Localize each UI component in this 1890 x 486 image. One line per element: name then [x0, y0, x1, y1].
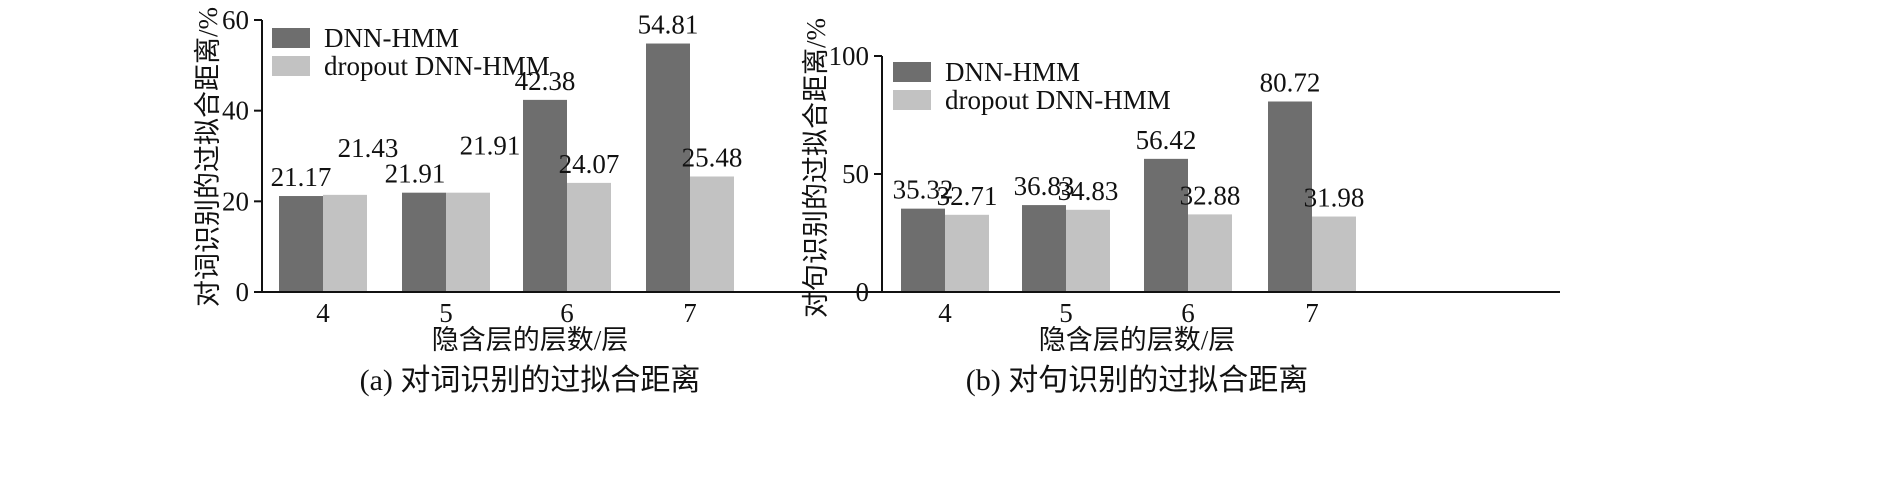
chart-b-x-tick-label: 7 — [1305, 298, 1319, 328]
chart-b-y-ticks: 0 50 100 — [829, 41, 882, 307]
chart-b-bar-dropout-dnn-hmm — [945, 214, 989, 292]
chart-b-x-tick-label: 6 — [1181, 298, 1195, 328]
chart-a-bar-dropout-dnn-hmm — [567, 182, 611, 292]
chart-a-legend-label: dropout DNN-HMM — [324, 51, 550, 81]
chart-a-legend-label: DNN-HMM — [324, 23, 459, 53]
chart-a-x-tick-label: 5 — [439, 298, 453, 328]
chart-a-bar-dnn-hmm — [279, 196, 323, 292]
chart-b-bars — [901, 101, 1356, 293]
chart-b-caption: (b) 对句识别的过拟合距离 — [966, 364, 1308, 397]
chart-a-legend-swatch — [272, 56, 310, 76]
chart-a-y-ticks: 0 20 40 60 — [222, 5, 262, 307]
chart-a-y-tick-label: 40 — [222, 96, 249, 126]
chart-b-bar-dropout-dnn-hmm — [1066, 209, 1110, 292]
chart-b-legend-swatch — [893, 62, 931, 82]
chart-b-x-tick-label: 5 — [1059, 298, 1073, 328]
chart-b-y-tick-label: 50 — [842, 159, 869, 189]
chart-a-y-tick-label: 60 — [222, 5, 249, 35]
chart-b-legend-swatch — [893, 90, 931, 110]
chart-a-bar-dropout-dnn-hmm — [323, 194, 367, 292]
chart-a-bar-dnn-hmm — [646, 43, 690, 292]
chart-b-value-label: 32.71 — [937, 181, 998, 211]
chart-a-x-ticks: 4 5 6 7 — [316, 298, 697, 328]
chart-a-value-label: 54.81 — [638, 10, 699, 40]
chart-a: 21.1721.4321.9121.9142.3824.0754.8125.48… — [193, 5, 937, 397]
chart-b-y-tick-label: 0 — [856, 277, 870, 307]
chart-a-value-label: 21.91 — [385, 159, 446, 189]
chart-b-x-axis-title: 隐含层的层数/层 — [1039, 325, 1236, 355]
chart-a-legend-swatch — [272, 28, 310, 48]
chart-b-x-ticks: 4 5 6 7 — [938, 298, 1319, 328]
chart-a-y-tick-label: 0 — [236, 277, 250, 307]
chart-a-x-tick-label: 4 — [316, 298, 330, 328]
chart-a-bars — [279, 43, 734, 292]
chart-b-bar-dnn-hmm — [1022, 205, 1066, 292]
chart-a-x-tick-label: 7 — [683, 298, 697, 328]
chart-a-bar-dnn-hmm — [523, 99, 567, 292]
chart-b-value-label: 31.98 — [1304, 183, 1365, 213]
chart-b-value-label: 80.72 — [1260, 68, 1321, 98]
chart-a-y-tick-label: 20 — [222, 186, 249, 216]
chart-b-value-label: 56.42 — [1136, 125, 1197, 155]
chart-a-value-label: 42.38 — [515, 66, 576, 96]
chart-a-value-label: 21.43 — [338, 133, 399, 163]
chart-a-value-label: 21.17 — [271, 162, 332, 192]
chart-a-value-label: 21.91 — [460, 131, 521, 161]
chart-a-y-axis-title: 对词识别的过拟合距离/% — [193, 7, 223, 307]
chart-b-bar-dropout-dnn-hmm — [1188, 214, 1232, 292]
chart-a-bar-dnn-hmm — [402, 192, 446, 292]
chart-b-value-label: 36.83 — [1014, 171, 1075, 201]
chart-b-value-label: 32.88 — [1180, 180, 1241, 210]
chart-b-bar-dnn-hmm — [1144, 158, 1188, 292]
chart-a-value-label: 25.48 — [682, 142, 743, 172]
chart-b-bar-dnn-hmm — [901, 208, 945, 292]
chart-b-legend-label: dropout DNN-HMM — [945, 85, 1171, 115]
chart-a-bar-dropout-dnn-hmm — [446, 192, 490, 292]
chart-a-value-label: 24.07 — [559, 149, 620, 179]
chart-a-bar-dropout-dnn-hmm — [690, 176, 734, 292]
chart-b-value-label: 34.83 — [1058, 176, 1119, 206]
chart-b-value-label: 35.32 — [893, 175, 954, 205]
chart-b-bar-dnn-hmm — [1268, 101, 1312, 293]
chart-b-bar-dropout-dnn-hmm — [1312, 216, 1356, 292]
chart-a-axes — [261, 20, 937, 293]
chart-a-x-axis-title: 隐含层的层数/层 — [432, 325, 629, 355]
chart-a-caption: (a) 对词识别的过拟合距离 — [360, 364, 701, 397]
chart-a-x-tick-label: 6 — [560, 298, 574, 328]
chart-b-y-axis-title: 对句识别的过拟合距离/% — [801, 18, 831, 318]
chart-b-legend-label: DNN-HMM — [945, 57, 1080, 87]
chart-b-y-tick-label: 100 — [829, 41, 870, 71]
chart-b-x-tick-label: 4 — [938, 298, 952, 328]
